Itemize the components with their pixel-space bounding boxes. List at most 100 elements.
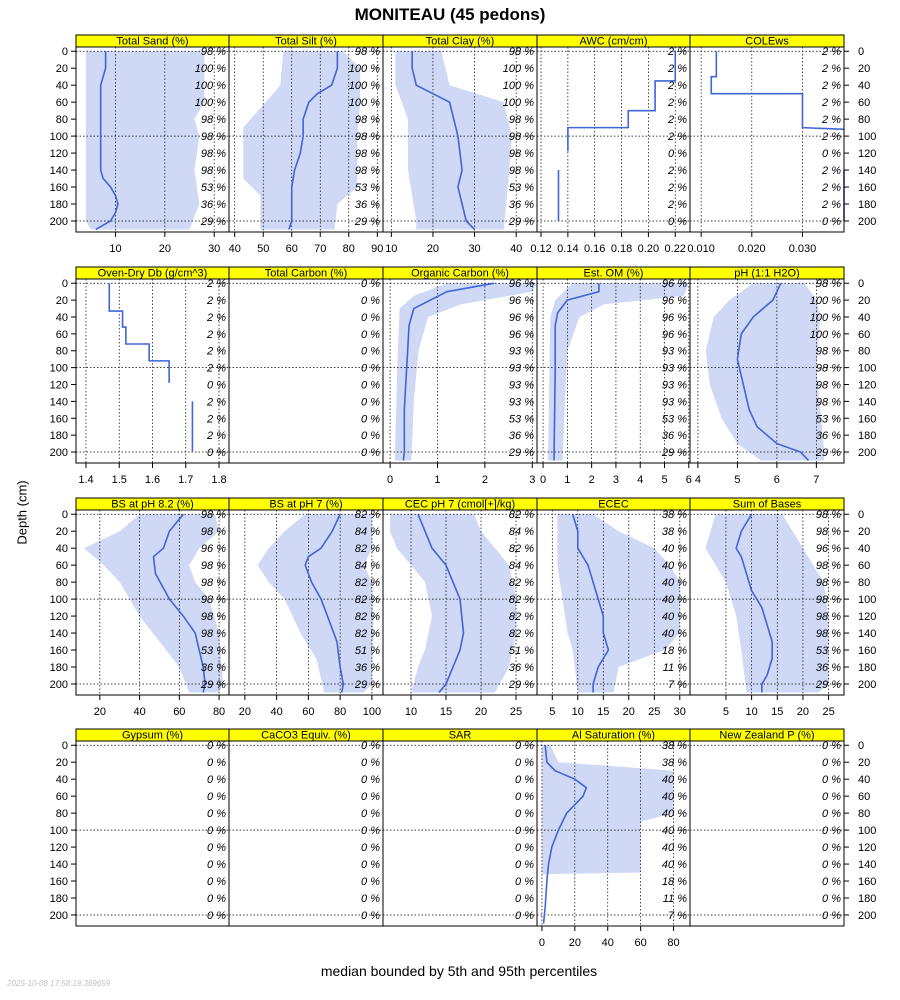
panel-6-xtick-label-0: 1.4 — [78, 474, 93, 486]
depth-label-right-3-0: 0 — [858, 740, 864, 752]
panel-11-pct-20: 98 % — [201, 526, 226, 538]
panel-9-xtick-label-4: 4 — [637, 474, 643, 486]
depth-label-left-0-140: 140 — [50, 165, 68, 177]
panel-17-pct-0: 0 % — [361, 740, 380, 752]
panel-14-xtick-label-2: 15 — [597, 706, 609, 718]
panel-20-pct-60: 0 % — [822, 791, 841, 803]
panel-12-xtick-label-1: 40 — [271, 706, 283, 718]
panel-14-xtick-label-0: 5 — [549, 706, 555, 718]
panel-14-xtick-label-1: 10 — [572, 706, 584, 718]
panel-12-pct-0: 82 % — [355, 509, 380, 521]
panel-13-xtick-label-2: 20 — [475, 706, 487, 718]
panel-14-strip-title: ECEC — [598, 499, 629, 511]
panel-10-border — [689, 278, 845, 464]
panel-7-pct-120: 0 % — [361, 380, 380, 392]
depth-label-left-3-140: 140 — [50, 859, 68, 871]
panel-13-pct-180: 36 % — [509, 662, 534, 674]
panel-16-pct-100: 0 % — [207, 825, 226, 837]
depth-label-left-2-180: 180 — [50, 662, 68, 674]
panel-13: CEC pH 7 (cmol[+]/kg)82 %84 %82 %84 %82 … — [382, 497, 538, 718]
panel-4-pct-160: 2 % — [667, 182, 687, 194]
figure-title: MONITEAU (45 pedons) — [354, 5, 546, 24]
panel-11-pct-160: 53 % — [201, 645, 226, 657]
depth-label-left-2-20: 20 — [56, 526, 68, 538]
panel-12-pct-100: 82 % — [355, 594, 380, 606]
panel-5: COLEws 2 % 2 % 2 % 2 % 2 % 2 % 0 % 2 % 2 % 2 % 0 % 0… — [687, 34, 845, 255]
depth-label-right-1-40: 40 — [858, 312, 870, 324]
panel-19-xtick-label-1: 20 — [569, 937, 581, 949]
depth-label-right-0-200: 200 — [858, 216, 876, 228]
panel-20: New Zealand P (%) 0 % 0 % 0 % 0 % 0 % 0 % 0 % 0 … — [689, 728, 845, 927]
depth-label-left-2-60: 60 — [56, 560, 68, 572]
panel-2-pct-80: 98 % — [355, 114, 380, 126]
depth-label-right-2-200: 200 — [858, 679, 876, 691]
panel-6-xtick-label-4: 1.8 — [211, 474, 226, 486]
panel-1: Total Sand (%) 98 % 100 % 100 % 100 % 98 % 98 … — [75, 34, 230, 255]
panel-15-pct-20: 98 % — [816, 526, 841, 538]
panel-5-xtick-label-0: 0.010 — [687, 243, 715, 255]
panel-12-strip-title: BS at pH 7 (%) — [269, 499, 342, 511]
panel-12-xtick-label-2: 60 — [302, 706, 314, 718]
panel-14-pct-20: 38 % — [662, 526, 687, 538]
panel-11-pct-180: 36 % — [201, 662, 226, 674]
panel-2-median-0 — [288, 51, 339, 230]
panel-11-pct-120: 98 % — [201, 611, 226, 623]
panel-19-pct-180: 11 % — [663, 893, 687, 905]
panel-17-pct-120: 0 % — [361, 842, 380, 854]
depth-label-right-3-200: 200 — [858, 910, 876, 922]
panel-17-pct-200: 0 % — [361, 910, 380, 922]
panel-2-xtick-label-1: 50 — [257, 243, 269, 255]
panel-6-median-0 — [108, 283, 170, 383]
panel-4-pct-140: 2 % — [667, 165, 687, 177]
panel-19-median-0 — [542, 745, 588, 924]
panel-9-xtick-label-0: 0 — [540, 474, 546, 486]
depth-label-left-2-120: 120 — [50, 611, 68, 623]
panel-6-xtick-label-1: 1.5 — [112, 474, 127, 486]
panel-9-pct-180: 36 % — [662, 430, 687, 442]
panel-5-strip-title: COLEws — [745, 36, 789, 48]
depth-label-left-0-0: 0 — [62, 46, 68, 58]
panel-9-xtick-label-5: 5 — [661, 474, 667, 486]
depth-label-left-2-0: 0 — [62, 509, 68, 521]
panel-12-pct-200: 29 % — [354, 679, 380, 691]
panel-19-pct-80: 40 % — [662, 808, 687, 820]
panel-16-pct-160: 0 % — [207, 876, 226, 888]
panel-11-pct-100: 98 % — [201, 594, 226, 606]
panel-19-percentile-band — [541, 745, 674, 924]
panel-5-pct-60: 2 % — [821, 97, 841, 109]
panel-1-pct-100: 98 % — [201, 131, 226, 143]
panel-19-pct-160: 18 % — [662, 876, 687, 888]
panel-6: Oven-Dry Db (g/cm^3)2 %2 %2 %2 %2 %2 %0 … — [75, 266, 230, 486]
panel-17-pct-40: 0 % — [361, 774, 380, 786]
depth-label-right-1-100: 100 — [858, 363, 876, 375]
panel-8-pct-20: 96 % — [509, 295, 534, 307]
panel-19-xtick-label-3: 60 — [635, 937, 647, 949]
depth-label-right-1-180: 180 — [858, 430, 876, 442]
panel-19-pct-120: 40 % — [662, 842, 687, 854]
panel-13-pct-20: 84 % — [509, 526, 534, 538]
panel-10-median-0 — [736, 282, 810, 462]
panel-14: ECEC 38 % 38 % 40 % 40 % 40 % 40 % 40 % 40 % 18 %… — [536, 497, 691, 718]
panel-4-pct-180: 2 % — [667, 199, 687, 211]
panel-1-median-0 — [95, 51, 119, 231]
panel-2-pct-0: 98 % — [355, 46, 380, 58]
panel-2-xtick-label-5: 90 — [371, 243, 383, 255]
panel-6-xtick-label-2: 1.6 — [145, 474, 160, 486]
panel-11: BS at pH 8.2 (%) 98 % 98 % 96 % 98 % 98 % 98 %… — [75, 497, 230, 718]
panel-10-xtick-label-2: 6 — [774, 474, 780, 486]
timestamp: 2025-10-08 17:58:19.369659 — [7, 979, 111, 988]
panel-3-pct-0: 98 % — [509, 46, 534, 58]
panel-15-xtick-label-4: 25 — [822, 706, 834, 718]
depth-label-right-2-120: 120 — [858, 611, 876, 623]
depth-label-right-2-180: 180 — [858, 662, 876, 674]
panel-17-pct-140: 0 % — [361, 859, 380, 871]
panel-20-pct-180: 0 % — [822, 893, 841, 905]
depth-label-right-0-40: 40 — [858, 80, 870, 92]
panel-20-pct-100: 0 % — [822, 825, 841, 837]
panel-4-pct-0: 2 % — [667, 46, 687, 58]
depth-label-right-0-0: 0 — [858, 46, 864, 58]
panel-4-pct-60: 2 % — [667, 97, 687, 109]
panel-20-pct-40: 0 % — [822, 774, 841, 786]
panel-13-pct-160: 51 % — [509, 645, 534, 657]
panel-3-pct-160: 53 % — [509, 182, 534, 194]
